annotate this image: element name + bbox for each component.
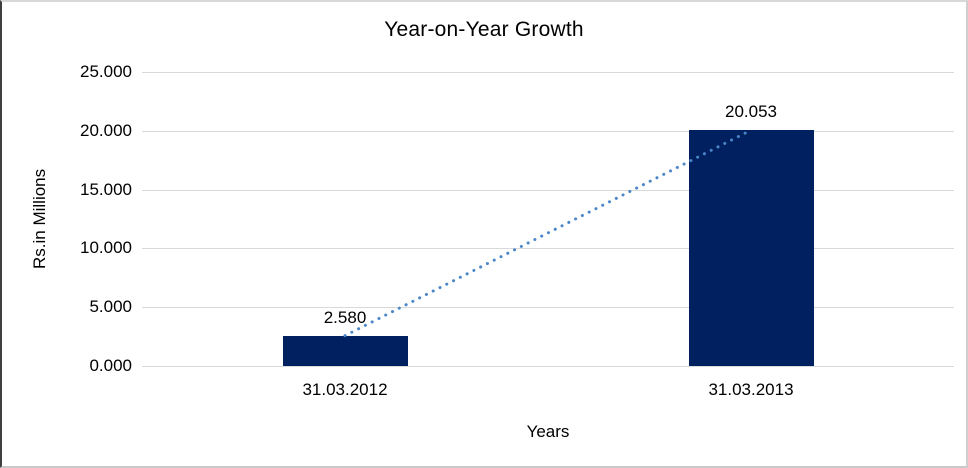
- y-tick-label: 10.000: [80, 238, 132, 258]
- chart-title: Year-on-Year Growth: [384, 18, 584, 41]
- trendline: [343, 128, 753, 338]
- bar-value-label: 20.053: [725, 102, 777, 122]
- y-tick-label: 25.000: [80, 62, 132, 81]
- plot-area: 2.580 20.053: [142, 72, 954, 367]
- x-category-label: 31.03.2013: [708, 380, 794, 399]
- gridline: [142, 189, 954, 191]
- gridline: [142, 248, 954, 250]
- y-tick-label: 5.000: [89, 297, 132, 317]
- x-category-label: 31.03.2012: [302, 380, 388, 399]
- y-tick-label: 20.000: [80, 120, 132, 140]
- y-tick-label: 15.000: [80, 179, 132, 199]
- bar: [688, 130, 814, 366]
- x-axis-labels: 31.03.2012 31.03.2013: [142, 380, 954, 402]
- bar: [282, 335, 408, 366]
- gridline: [142, 130, 954, 132]
- gridline: [142, 366, 954, 367]
- gridline: [142, 72, 954, 73]
- gridline: [142, 307, 954, 309]
- x-axis-title: Years: [526, 422, 570, 441]
- y-axis-ticks: 0.000 5.000 10.000 15.000 20.000 25.000: [2, 62, 132, 375]
- y-tick-label: 0.000: [89, 356, 132, 375]
- bar-value-label: 2.580: [323, 307, 367, 327]
